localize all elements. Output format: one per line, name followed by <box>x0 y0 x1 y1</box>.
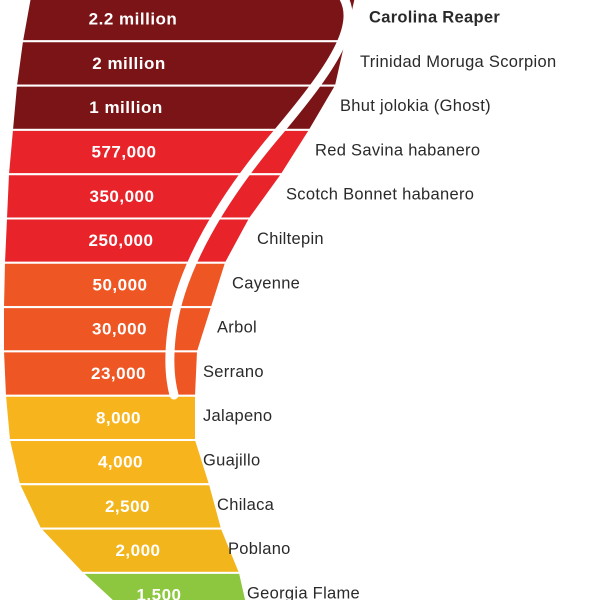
pepper-name: Cayenne <box>232 274 300 292</box>
band <box>14 40 348 87</box>
pepper-name: Guajillo <box>203 452 260 470</box>
pepper-name: Poblano <box>228 540 291 558</box>
scoville-value: 2,000 <box>115 541 160 560</box>
scoville-value: 2.2 million <box>89 10 178 29</box>
pepper-name: Bhut jolokia (Ghost) <box>340 97 491 115</box>
scoville-value: 4,000 <box>98 453 143 472</box>
scoville-value: 250,000 <box>89 231 154 250</box>
scoville-value: 1,500 <box>136 586 181 600</box>
scoville-value: 23,000 <box>91 364 146 383</box>
scoville-value: 577,000 <box>92 143 157 162</box>
scoville-value: 350,000 <box>90 187 155 206</box>
scoville-value: 2,500 <box>105 497 150 516</box>
band <box>79 571 248 600</box>
scoville-value: 1 million <box>89 98 162 117</box>
scoville-value: 30,000 <box>92 320 147 339</box>
scoville-value: 8,000 <box>96 408 141 427</box>
pepper-name: Chiltepin <box>257 230 324 248</box>
pepper-name: Scotch Bonnet habanero <box>286 186 474 204</box>
pepper-name: Carolina Reaper <box>369 9 500 27</box>
pepper-name: Jalapeno <box>203 407 272 425</box>
pepper-name: Georgia Flame <box>247 584 360 600</box>
scoville-value: 50,000 <box>93 275 148 294</box>
pepper-name: Arbol <box>217 319 257 337</box>
scoville-value: 2 million <box>92 54 165 73</box>
pepper-name: Red Savina habanero <box>315 141 480 159</box>
pepper-name: Trinidad Moruga Scorpion <box>360 53 556 71</box>
pepper-name: Serrano <box>203 363 264 381</box>
stem-curve <box>165 0 353 400</box>
pepper-name: Chilaca <box>217 496 275 514</box>
band <box>20 0 357 43</box>
